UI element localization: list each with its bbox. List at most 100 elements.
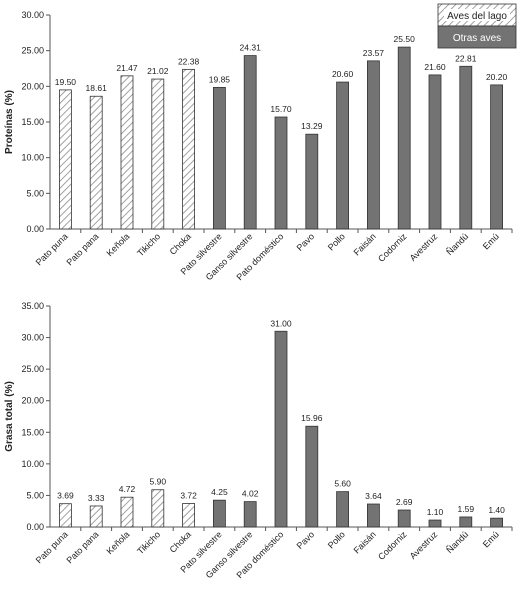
chart1-bar — [59, 89, 72, 230]
chart2-bar — [336, 491, 350, 528]
chart1-bar-value-label: 21.02 — [147, 66, 169, 76]
chart2-y-tick-label: 20.00 — [21, 396, 44, 406]
chart2-y-tick-label: 10.00 — [21, 459, 44, 469]
chart2-y-tick-label: 30.00 — [21, 333, 44, 343]
chart2-category-label: Pato pana — [65, 529, 101, 565]
chart2-category-label: Ñandú — [444, 529, 470, 555]
chart2-bar — [151, 489, 165, 528]
chart2-y-tick-label: 5.00 — [26, 490, 44, 500]
chart2-category-label: Pato puna — [34, 529, 70, 565]
legend-swatch-other — [437, 25, 517, 49]
chart2-bar-value-label: 3.69 — [57, 491, 74, 501]
chart1-y-tick-label: 20.00 — [21, 81, 44, 91]
chart2-bar-value-label: 4.02 — [242, 489, 259, 499]
chart1-y-tick-label: 30.00 — [21, 10, 44, 20]
chart1-bar-value-label: 23.57 — [363, 48, 385, 58]
chart1-category-label: Choka — [168, 231, 193, 256]
chart1-bar — [243, 55, 257, 230]
chart1-category-label: Faisán — [352, 231, 378, 257]
chart2-category-label: Emú — [481, 529, 501, 549]
chart2-bar-value-label: 1.59 — [458, 504, 475, 514]
chart1-y-tick-label: 10.00 — [21, 153, 44, 163]
chart2-category-label: Pollo — [326, 529, 347, 550]
chart2-bar-value-label: 5.60 — [334, 479, 351, 489]
chart2-category-label: Codorniz — [376, 529, 409, 562]
chart2-bar — [243, 501, 257, 528]
chart2-bar-value-label: 1.10 — [427, 507, 444, 517]
chart1-bar-value-label: 22.38 — [178, 56, 200, 66]
chart2-bar — [459, 516, 473, 528]
chart1-y-tick-label: 25.00 — [21, 46, 44, 56]
chart2-y-axis-title: Grasa total (%) — [4, 381, 15, 452]
chart2-category-label: Pavo — [295, 529, 317, 551]
chart2-bar — [212, 499, 226, 528]
chart1-bar-value-label: 21.60 — [424, 62, 446, 72]
chart2-bar-value-label: 5.90 — [150, 477, 167, 487]
chart2-bar — [89, 505, 103, 528]
chart1-bar — [182, 68, 196, 230]
chart2-y-tick-label: 25.00 — [21, 364, 44, 374]
chart1-category-label: Avestruz — [408, 231, 440, 263]
chart2-bar — [59, 503, 72, 528]
chart1-bar — [274, 116, 288, 230]
chart1-y-tick-label: 15.00 — [21, 117, 44, 127]
chart1-bar — [459, 65, 473, 230]
chart1-bar — [428, 74, 442, 230]
chart2-y-tick-label: 15.00 — [21, 427, 44, 437]
chart1-bar-value-label: 15.70 — [270, 104, 292, 114]
chart1-category-label: Ñandú — [444, 231, 470, 257]
chart2-bar-value-label: 2.69 — [396, 497, 413, 507]
chart1-category-label: Pollo — [326, 231, 347, 252]
legend-label-lake: Aves del lago — [447, 11, 507, 22]
chart1-bar — [336, 81, 350, 230]
chart1-bar-value-label: 24.31 — [240, 43, 262, 53]
chart1-bar — [151, 78, 165, 230]
chart2-bar-value-label: 3.64 — [365, 491, 382, 501]
legend-label-bg — [444, 9, 510, 21]
chart1-bar-value-label: 22.81 — [455, 53, 477, 63]
chart1-bar — [89, 95, 103, 230]
chart2-category-label: Choka — [168, 529, 193, 554]
chart1-category-label: Emú — [481, 231, 501, 251]
chart2-bar — [274, 330, 288, 528]
chart1-bar — [366, 60, 380, 230]
chart2-category-label: Avestruz — [408, 529, 440, 561]
chart2-bar — [182, 503, 196, 528]
chart2-bar-value-label: 4.72 — [119, 484, 136, 494]
chart2-bar-value-label: 3.33 — [88, 493, 105, 503]
chart1-bar-value-label: 13.29 — [301, 121, 323, 131]
chart1-bar-value-label: 21.47 — [116, 63, 138, 73]
chart2-bar — [305, 425, 319, 528]
chart2-bar — [120, 496, 134, 528]
chart2-category-label: Faisán — [352, 529, 378, 555]
chart1-bar-value-label: 25.50 — [394, 34, 416, 44]
chart1-bar — [120, 75, 134, 230]
chart1-y-tick-label: 0.00 — [26, 224, 44, 234]
chart1-bar — [305, 133, 319, 230]
chart1-category-label: Codorniz — [376, 231, 409, 264]
chart1-bar-value-label: 20.20 — [486, 72, 508, 82]
chart1-category-label: Pato puna — [34, 231, 70, 267]
chart1-bar — [397, 46, 411, 230]
chart2-bar-value-label: 15.96 — [301, 413, 323, 423]
chart2-bar-value-label: 4.25 — [211, 487, 228, 497]
chart1-bar — [490, 84, 504, 230]
chart1-bar-value-label: 18.61 — [86, 83, 108, 93]
chart1-category-label: Keñola — [105, 231, 132, 258]
chart1-y-axis-title: Proteínas (%) — [4, 90, 15, 154]
chart1-category-label: Tikicho — [135, 231, 162, 258]
chart2-bar-value-label: 1.40 — [488, 505, 505, 515]
chart2-bar — [428, 519, 442, 528]
chart2-y-tick-label: 35.00 — [21, 301, 44, 311]
chart2-bar-value-label: 3.72 — [180, 491, 197, 501]
legend-label-other: Otras aves — [453, 33, 501, 44]
chart1-category-label: Pato pana — [65, 231, 101, 267]
chart1-bar — [212, 87, 226, 230]
chart2-bar — [366, 503, 380, 528]
chart2-category-label: Keñola — [105, 529, 132, 556]
chart1-y-tick-label: 5.00 — [26, 188, 44, 198]
chart2-y-tick-label: 0.00 — [26, 522, 44, 532]
chart1-bar-value-label: 19.50 — [55, 77, 77, 87]
